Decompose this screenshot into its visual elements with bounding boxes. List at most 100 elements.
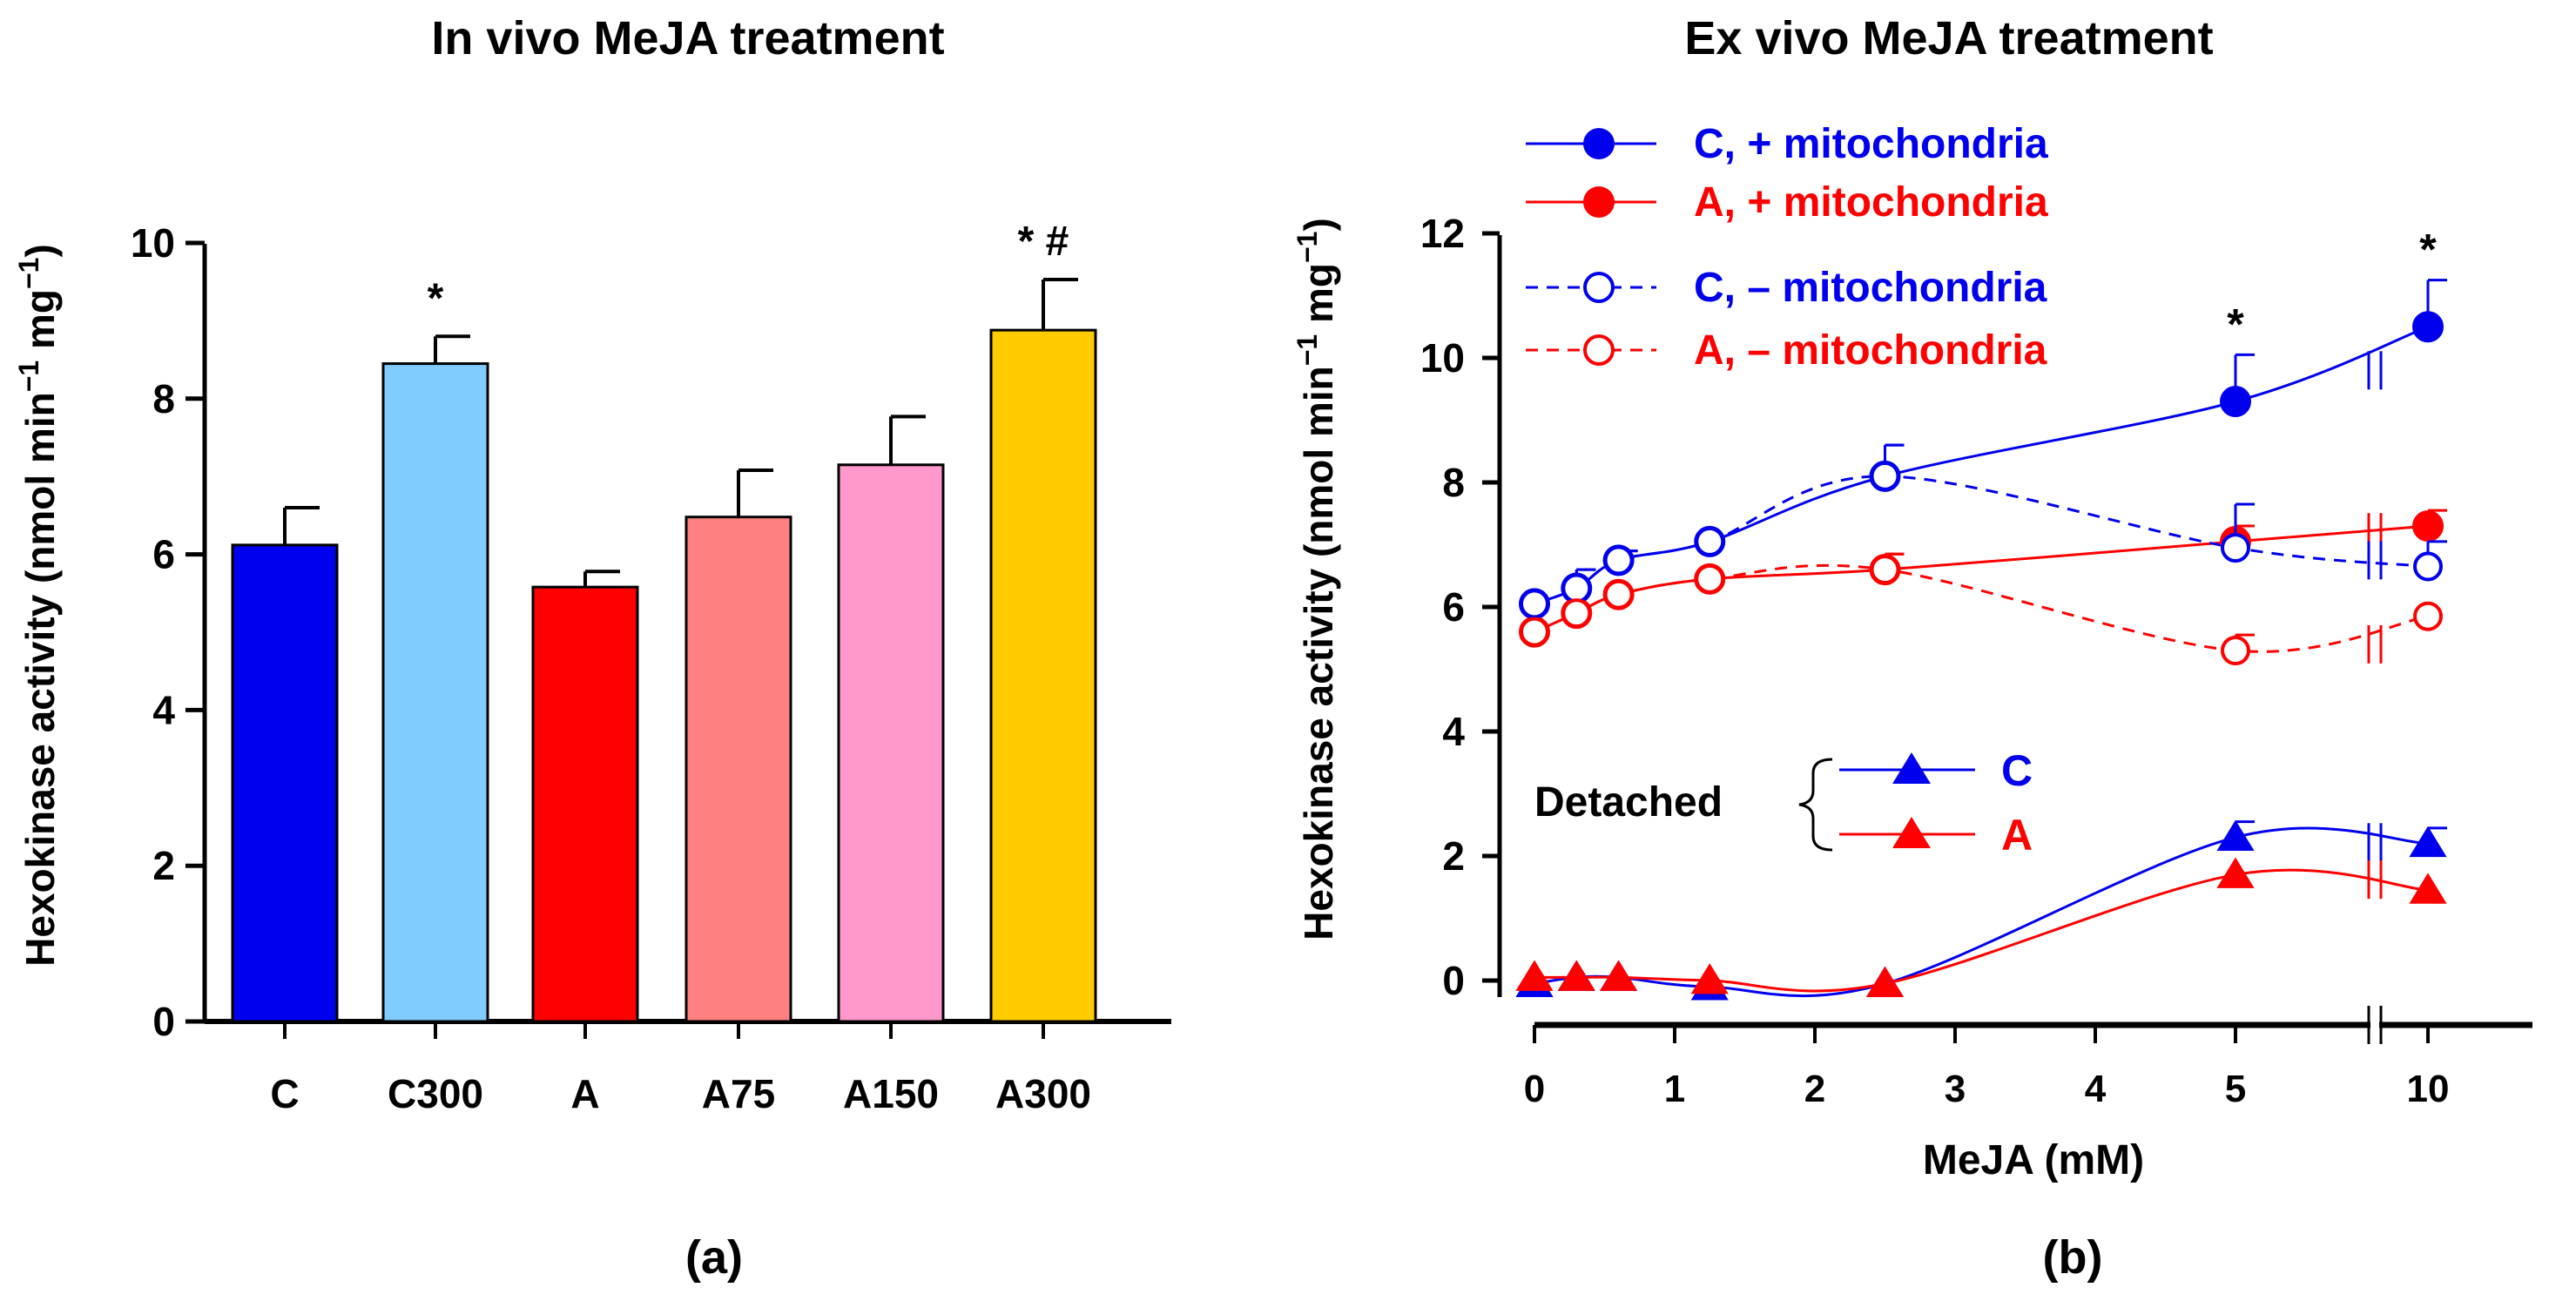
y-tick-label: 2 — [152, 843, 175, 888]
data-point — [2221, 636, 2250, 666]
legend-marker — [1892, 817, 1931, 848]
data-point — [2216, 819, 2255, 851]
data-point — [1557, 960, 1595, 991]
data-point — [2413, 551, 2443, 582]
data-point — [2220, 386, 2251, 418]
x-tick-label: C — [270, 1071, 299, 1116]
y-tick-label: 8 — [152, 376, 175, 421]
legend-label: A — [2001, 811, 2033, 859]
data-point — [2413, 601, 2443, 631]
data-point — [1690, 963, 1729, 994]
data-point — [1520, 589, 1549, 619]
y-tick-label: 12 — [1420, 211, 1465, 256]
significance-marker: * — [2227, 300, 2244, 348]
series-line — [1534, 563, 2429, 653]
legend-label: A, + mitochondria — [1694, 179, 2048, 226]
detached-brace — [1798, 758, 1833, 852]
legend-label: A, – mitochondria — [1694, 327, 2047, 374]
y-tick-label: 6 — [152, 532, 175, 577]
data-point — [2412, 510, 2444, 543]
series-line — [1534, 826, 2429, 998]
bar — [531, 585, 639, 1023]
x-tick-label: 0 — [1524, 1068, 1545, 1110]
legend-marker — [1892, 752, 1931, 784]
data-point — [1695, 563, 1725, 594]
panel-b-title: Ex vivo MeJA treatment — [1684, 12, 2213, 64]
panel-b-annotations: ** — [2227, 226, 2437, 349]
data-point — [2409, 873, 2447, 904]
data-point — [1600, 960, 1638, 991]
legend-marker — [1583, 272, 1615, 303]
panel-b-chart: Ex vivo MeJA treatment Hexokinase activi… — [1291, 12, 2532, 1183]
panel-a-bars: * * # — [231, 219, 1097, 1023]
legend-marker — [1583, 334, 1615, 366]
y-tick-label: 0 — [152, 999, 175, 1044]
legend-marker — [1583, 186, 1615, 218]
panel-b-data-points — [1515, 279, 2447, 1001]
series-line — [1534, 524, 2429, 633]
x-tick-label: 1 — [1664, 1068, 1685, 1110]
bar — [989, 328, 1097, 1023]
panel-a-x-tick-labels: C C300 A A75 A150 A300 — [270, 1021, 1091, 1116]
x-tick-label: 5 — [2225, 1068, 2246, 1110]
data-point — [1695, 526, 1725, 556]
panel-b-x-axis-label: MeJA (mM) — [1923, 1137, 2144, 1183]
y-tick-label: 10 — [131, 220, 175, 266]
legend-label: C, + mitochondria — [1694, 121, 2048, 167]
significance-marker: * — [428, 275, 444, 321]
x-tick-label: C300 — [388, 1071, 483, 1116]
panel-b-y-ticks: 0 2 4 6 8 10 12 — [1420, 211, 1500, 1003]
panel-a-chart: In vivo MeJA treatment Hexokinase activi… — [13, 12, 1171, 1116]
panel-b-series-lines — [1534, 325, 2429, 998]
data-point — [1865, 966, 1905, 997]
panel-a-title: In vivo MeJA treatment — [431, 12, 944, 64]
y-tick-label: 4 — [152, 687, 175, 732]
data-point — [1603, 545, 1634, 576]
y-tick-label: 8 — [1442, 460, 1465, 505]
data-point — [1515, 960, 1554, 991]
data-point — [1870, 461, 1900, 491]
panel-b-y-axis-label: Hexokinase activity (nmol min−1 mg−1) — [1291, 218, 1341, 940]
data-point — [1603, 579, 1634, 610]
panel-a-label: (a) — [685, 1231, 743, 1284]
panel-b-detached-legend: Detached CA — [1534, 746, 2033, 859]
legend-label: C — [2001, 746, 2033, 795]
data-point — [2412, 311, 2444, 343]
panel-a-y-ticks: 0 2 4 6 8 10 — [131, 220, 205, 1044]
legend-label: C, – mitochondria — [1694, 265, 2047, 311]
data-point — [2216, 857, 2255, 888]
panel-b-axis-breaks — [2367, 351, 2383, 1044]
x-tick-label: 10 — [2407, 1068, 2450, 1110]
series-line — [1534, 868, 2429, 993]
panel-a-y-axis-label: Hexokinase activity (nmol min−1 mg−1) — [13, 244, 63, 967]
x-tick-label: A150 — [843, 1071, 939, 1116]
data-point — [2221, 533, 2250, 563]
bar — [684, 516, 792, 1023]
data-point — [1870, 555, 1900, 585]
x-tick-label: 4 — [2085, 1068, 2107, 1110]
data-point — [1520, 617, 1549, 647]
y-tick-label: 4 — [1442, 709, 1465, 754]
significance-marker: * # — [1018, 219, 1069, 265]
detached-label: Detached — [1534, 779, 1723, 826]
significance-marker: * — [2419, 226, 2437, 274]
data-point — [2409, 826, 2447, 858]
y-tick-label: 6 — [1442, 584, 1465, 630]
x-tick-label: 2 — [1804, 1068, 1825, 1110]
series-line — [1534, 475, 2429, 605]
x-tick-label: A75 — [702, 1071, 775, 1116]
x-tick-label: A300 — [995, 1071, 1091, 1116]
y-tick-label: 10 — [1420, 335, 1465, 381]
x-axis-break-gap — [2370, 1012, 2379, 1038]
panel-b-x-ticks: 0 1 2 3 4 5 10 — [1524, 1025, 2450, 1110]
panel-b-legend: C, + mitochondria A, + mitochondria C, – m… — [1526, 121, 2048, 374]
legend-marker — [1583, 128, 1615, 159]
y-tick-label: 2 — [1442, 833, 1465, 879]
data-point — [1561, 573, 1592, 603]
x-tick-label: A — [570, 1071, 599, 1116]
y-tick-label: 0 — [1442, 958, 1465, 1003]
panel-b-label: (b) — [2043, 1231, 2103, 1284]
data-point — [1561, 598, 1592, 629]
bar — [231, 543, 339, 1023]
